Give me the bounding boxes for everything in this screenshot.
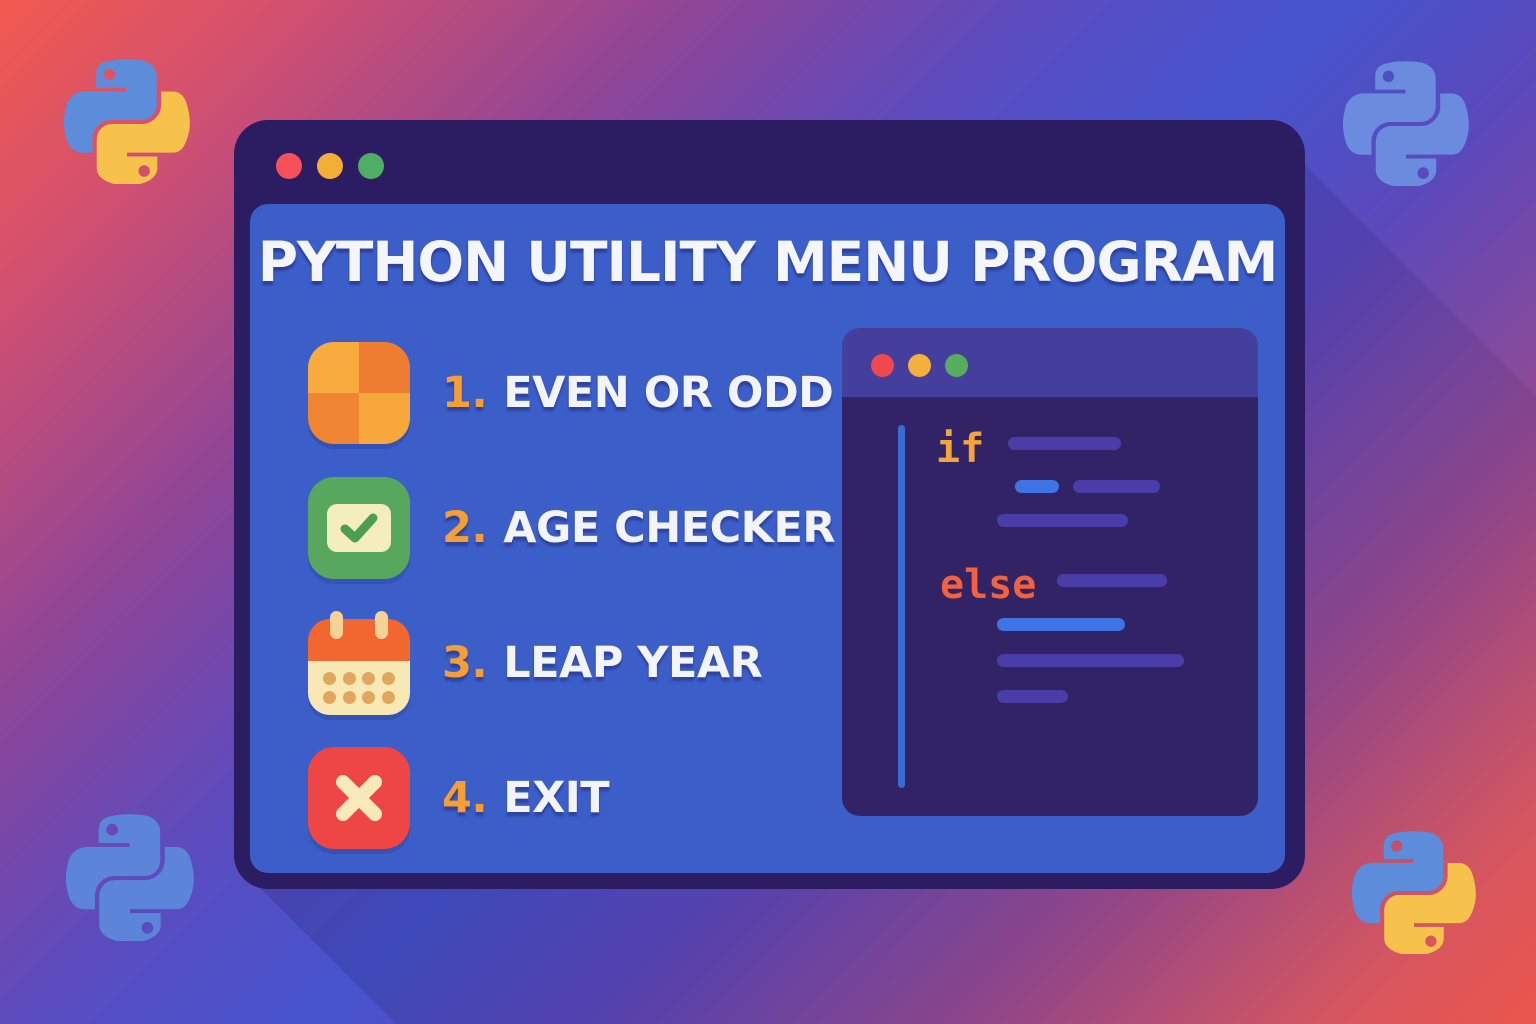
menu-list: 1. EVEN OR ODD 2. AGE CHECKE <box>308 341 835 850</box>
menu-item-number: 3. <box>442 638 488 688</box>
menu-item-leap-year[interactable]: 3. LEAP YEAR <box>308 611 835 715</box>
keyword-if: if <box>936 426 985 472</box>
python-logo-top-left <box>64 58 190 184</box>
menu-item-label: 3. LEAP YEAR <box>442 638 763 688</box>
menu-item-number: 1. <box>442 368 488 418</box>
editor-minimize-button[interactable] <box>908 354 931 377</box>
menu-item-number: 2. <box>442 503 488 553</box>
close-button[interactable] <box>276 153 302 179</box>
window-content: PYTHON UTILITY MENU PROGRAM 1. EVEN OR O… <box>250 204 1285 873</box>
calendar-icon <box>308 611 410 715</box>
keyword-else: else <box>940 562 1037 608</box>
minimize-button[interactable] <box>317 153 343 179</box>
menu-item-label: 2. AGE CHECKER <box>442 503 835 553</box>
code-line-pill <box>997 690 1068 703</box>
maximize-button[interactable] <box>358 153 384 179</box>
code-editor-window: if else <box>842 328 1258 816</box>
code-line-pill <box>1057 574 1167 587</box>
menu-item-number: 4. <box>442 773 488 823</box>
editor-body: if else <box>842 397 1258 816</box>
checkbox-check-icon <box>308 476 410 580</box>
menu-item-label: 4. EXIT <box>442 773 610 823</box>
menu-item-text: LEAP YEAR <box>503 638 763 688</box>
menu-item-label: 1. EVEN OR ODD <box>442 368 834 418</box>
editor-titlebar <box>842 328 1258 397</box>
code-line-pill <box>997 514 1128 527</box>
page-title: PYTHON UTILITY MENU PROGRAM <box>257 230 1279 294</box>
menu-item-text: AGE CHECKER <box>503 503 835 553</box>
editor-gutter-line <box>898 425 905 788</box>
menu-item-even-or-odd[interactable]: 1. EVEN OR ODD <box>308 341 835 445</box>
python-logo-top-right <box>1343 60 1469 186</box>
window-titlebar <box>234 120 1305 204</box>
close-x-icon <box>308 746 410 850</box>
menu-item-exit[interactable]: 4. EXIT <box>308 746 835 850</box>
code-line-pill <box>1073 480 1160 493</box>
code-line-pill <box>1015 480 1059 493</box>
menu-item-text: EXIT <box>503 773 610 823</box>
code-line-pill <box>1008 437 1121 450</box>
python-logo-bottom-right <box>1352 830 1476 954</box>
menu-item-age-checker[interactable]: 2. AGE CHECKER <box>308 476 835 580</box>
checker-grid-icon <box>308 341 410 445</box>
python-logo-bottom-left <box>66 813 194 941</box>
code-line-pill <box>997 618 1125 631</box>
menu-item-text: EVEN OR ODD <box>503 368 834 418</box>
code-line-pill <box>997 654 1184 667</box>
editor-close-button[interactable] <box>871 354 894 377</box>
editor-maximize-button[interactable] <box>945 354 968 377</box>
app-window: PYTHON UTILITY MENU PROGRAM 1. EVEN OR O… <box>234 120 1305 889</box>
